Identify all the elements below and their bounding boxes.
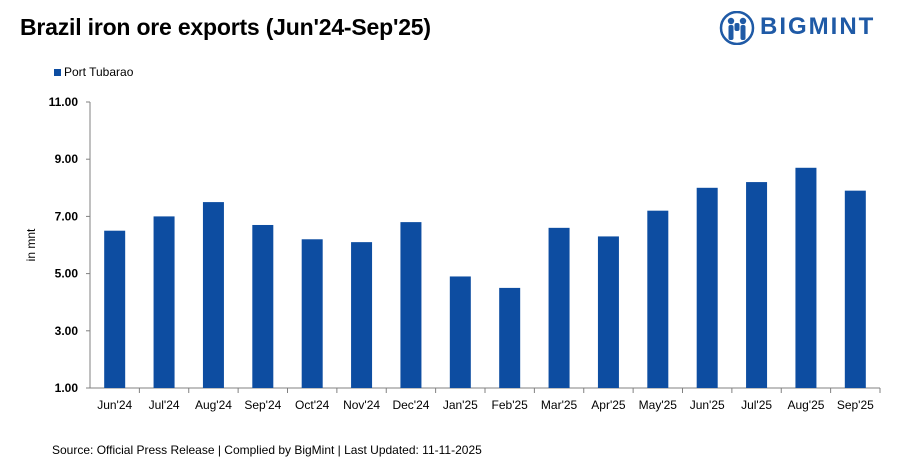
y-axis-label: in mnt [24,228,38,261]
bar [746,182,768,388]
bar [252,224,274,388]
x-tick-label: Aug'25 [787,398,824,412]
bar [696,187,718,388]
bar [548,227,570,388]
bar [104,230,126,388]
x-tick-label: Feb'25 [492,398,529,412]
x-tick-label: Sep'25 [837,398,874,412]
logo-people-icon [719,10,755,46]
legend-swatch [54,68,61,76]
x-tick-label: Jul'24 [149,398,180,412]
source-note: Source: Official Press Release | Complie… [52,443,482,457]
x-tick-label: Jun'25 [690,398,725,412]
x-tick-label: Jun'24 [97,398,132,412]
x-tick-label: Apr'25 [591,398,626,412]
bar [301,239,323,388]
x-tick-label: Mar'25 [541,398,578,412]
x-tick-label: Dec'24 [392,398,429,412]
y-tick-label: 9.00 [55,152,79,166]
bar [795,167,817,388]
x-tick-label: Nov'24 [343,398,380,412]
chart-legend: Port Tubarao [54,65,133,79]
x-tick-label: Jan'25 [443,398,478,412]
y-tick-label: 7.00 [55,209,79,223]
y-tick-label: 5.00 [55,267,79,281]
y-tick-label: 3.00 [55,324,79,338]
y-tick-label: 1.00 [55,381,79,395]
bar [202,202,224,388]
logo-text: BIGMINT [760,13,876,40]
x-tick-label: Sep'24 [244,398,281,412]
y-tick-label: 11.00 [49,95,79,109]
bar [351,242,373,388]
x-tick-label: Jul'25 [741,398,772,412]
bar [499,287,521,388]
bar [844,190,866,388]
bar [449,276,471,388]
x-tick-label: May'25 [639,398,678,412]
bigmint-logo: BIGMINT [718,10,903,46]
bar [400,222,422,388]
x-tick-label: Aug'24 [195,398,232,412]
bar [153,216,175,388]
legend-label: Port Tubarao [64,65,134,79]
x-tick-label: Oct'24 [295,398,330,412]
chart-title: Brazil iron ore exports (Jun'24-Sep'25) [20,14,431,40]
bar [647,210,669,388]
bar [597,236,619,388]
